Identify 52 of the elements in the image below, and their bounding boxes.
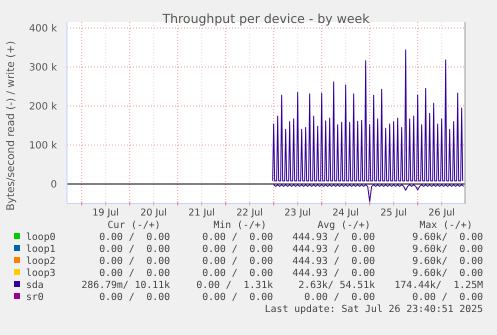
text: Min (-/+) — [213, 220, 267, 231]
x-tick-label: 25 Jul — [380, 208, 407, 218]
text: 2.63k/ 54.51k — [298, 280, 376, 291]
text: 0.00 / 0.00 — [304, 292, 376, 303]
x-tick-label: 19 Jul — [92, 208, 119, 218]
text: 0.00 / 0.00 — [202, 292, 274, 303]
text: 444.93 / 0.00 — [292, 232, 376, 243]
y-tick-label: 100 k — [28, 140, 58, 152]
legend-label: loop1 — [26, 244, 56, 255]
y-axis-title: Bytes/second read (-) / write (+) — [5, 40, 17, 211]
text: 0.00 / 0.00 — [99, 232, 170, 243]
y-tick-label: 200 k — [28, 102, 58, 112]
x-tick-label: 20 Jul — [140, 208, 167, 218]
text: 0.00 / 0.00 — [99, 256, 170, 267]
text: 0.00 / 0.00 — [412, 292, 484, 303]
legend-label: loop0 — [26, 232, 56, 243]
legend-label: loop3 — [26, 268, 56, 279]
y-tick-label: 300 k — [28, 62, 58, 74]
text: 174.44k/ 1.25M — [394, 280, 484, 291]
text: 286.79m/ 10.11k — [82, 280, 170, 291]
x-tick-label: 22 Jul — [236, 208, 263, 218]
text: 0.00 / 0.00 — [202, 244, 274, 255]
text: 9.60k/ 0.00 — [412, 268, 484, 279]
line-series — [272, 49, 464, 182]
text: 9.60k/ 0.00 — [412, 244, 484, 255]
text: Cur (-/+) — [107, 220, 161, 231]
text: Avg (-/+) — [317, 220, 371, 231]
x-tick-label: 21 Jul — [188, 208, 215, 218]
x-tick-label: 26 Jul — [428, 208, 455, 218]
line-series — [273, 184, 464, 202]
text: 9.60k/ 0.00 — [412, 256, 484, 267]
text: 444.93 / 0.00 — [292, 256, 376, 267]
legend-label: sr0 — [26, 292, 44, 303]
text: 0.00 / 0.00 — [202, 232, 274, 243]
x-tick-label: 23 Jul — [284, 208, 311, 218]
text: Max (-/+) — [419, 220, 473, 231]
legend-label: sda — [26, 280, 44, 291]
x-tick-label: 24 Jul — [332, 208, 359, 218]
text: 0.00 / 1.31k — [196, 280, 274, 291]
text: 0.00 / 0.00 — [202, 268, 274, 279]
legend-label: loop2 — [26, 256, 56, 267]
text: 0.00 / 0.00 — [99, 268, 170, 279]
text: 0.00 / 0.00 — [99, 292, 170, 303]
chart-title: Throughput per device - by week — [162, 11, 370, 26]
y-tick-label: 400 k — [28, 24, 58, 34]
text: 444.93 / 0.00 — [292, 244, 376, 255]
text: Last update: Sat Jul 26 23:40:51 2025 — [264, 304, 484, 315]
y-tick-label: 0 — [50, 180, 57, 190]
text: 0.00 / 0.00 — [202, 256, 274, 267]
text: 9.60k/ 0.00 — [412, 232, 484, 243]
text: 444.93 / 0.00 — [292, 268, 376, 279]
text: 0.00 / 0.00 — [99, 244, 170, 255]
